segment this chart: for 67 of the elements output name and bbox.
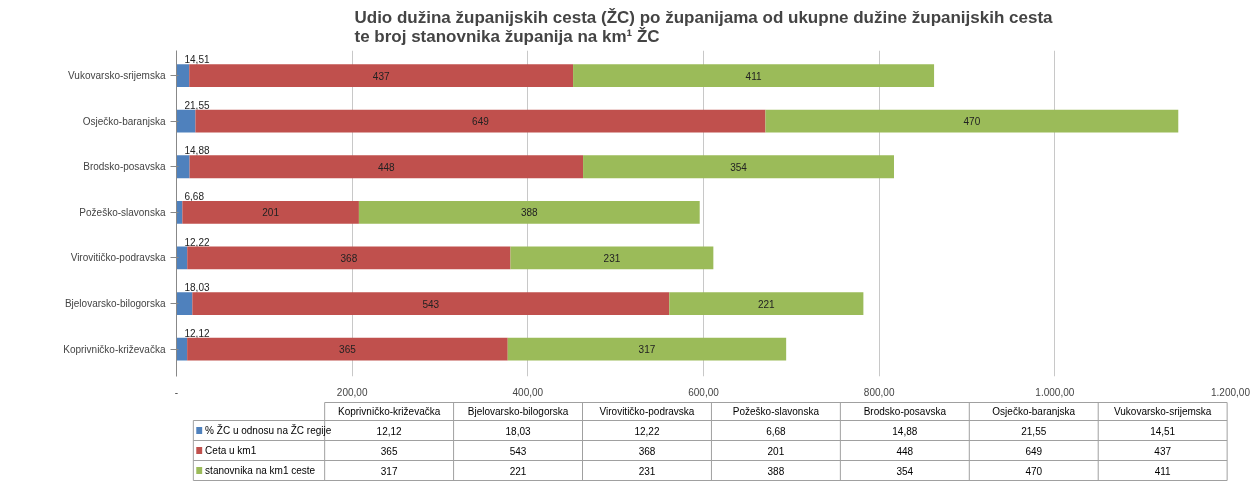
category-label: Osječko-baranjska [992, 406, 1076, 417]
text: 368 [638, 445, 656, 457]
data-label: 221 [757, 298, 776, 310]
data-label: 365 [339, 344, 357, 356]
text: 221 [509, 465, 527, 477]
x-tick-label: 600,00 [688, 386, 720, 398]
chart-title: Udio dužina županijskih cesta (ŽC) po županijama od ukupne dužine županijskih cesta te broj stanovnika županija na km¹ ŽC [354, 7, 1054, 46]
category-label: Vukovarsko-srijemska [1113, 406, 1212, 417]
text: 543 [509, 445, 527, 457]
legend-label: Ceta u km1 [205, 445, 257, 456]
data-label: 437 [372, 70, 390, 82]
data-label: 411 [745, 70, 762, 82]
x-tick-label: 1.200,00 [1211, 386, 1251, 398]
data-label: 12,22 [184, 236, 210, 248]
data-label: 14,51 [184, 54, 210, 66]
text: 411 [1154, 465, 1171, 477]
data-label: 18,03 [184, 282, 210, 294]
text: 14,51 [1150, 425, 1176, 437]
text: 437 [1154, 445, 1172, 457]
y-tick-label: Osječko-baranjska [82, 115, 166, 127]
text: 18,03 [505, 425, 531, 437]
y-tick-label: Brodsko-posavska [83, 161, 166, 173]
y-tick-label: Virovitičko-podravska [70, 252, 166, 264]
x-tick-label: 400,00 [512, 386, 544, 398]
data-label: 317 [638, 344, 656, 356]
data-label: 6,68 [184, 191, 205, 203]
y-tick-label: Požeško-slavonska [79, 206, 166, 218]
y-tick-label: Vukovarsko-srijemska [68, 70, 166, 82]
category-label: Brodsko-posavska [863, 406, 946, 417]
x-tick-label: - [174, 386, 179, 398]
x-tick-label: 200,00 [336, 386, 368, 398]
text: 231 [638, 465, 656, 477]
text: 388 [767, 465, 785, 477]
text: 354 [896, 465, 914, 477]
data-label: 21,55 [184, 99, 210, 111]
data-label: 231 [603, 252, 621, 264]
x-tick-label: 1.000,00 [1035, 386, 1075, 398]
data-label: 201 [262, 207, 280, 219]
category-label: Požeško-slavonska [732, 406, 819, 417]
data-label: 543 [422, 298, 440, 310]
y-tick-label: Bjelovarsko-bilogorska [64, 298, 166, 310]
data-label: 649 [472, 116, 490, 128]
legend-label: % ŽC u odnosu na ŽC regije [205, 424, 332, 436]
category-label: Virovitičko-podravska [599, 406, 695, 417]
text: 6,68 [766, 425, 786, 437]
data-label: 368 [340, 252, 358, 264]
text: 14,88 [892, 425, 918, 437]
text: 649 [1025, 445, 1043, 457]
text: 470 [1025, 465, 1043, 477]
data-label: 354 [730, 161, 748, 173]
data-label: 14,88 [184, 145, 210, 157]
category-label: Koprivničko-križevačka [338, 406, 441, 417]
text: 448 [896, 445, 914, 457]
text: 317 [380, 465, 398, 477]
data-label: 448 [377, 161, 396, 173]
category-label: Bjelovarsko-bilogorska [467, 406, 569, 417]
text: 12,22 [634, 425, 660, 437]
text: 201 [767, 445, 785, 457]
data-label: 12,12 [184, 327, 210, 339]
text: 12,12 [376, 425, 402, 437]
y-tick-label: Koprivničko-križevačka [63, 343, 166, 355]
data-label: 388 [520, 207, 539, 219]
x-tick-label: 800,00 [863, 386, 895, 398]
text: 21,55 [1021, 425, 1047, 437]
text: 365 [380, 445, 398, 457]
data-label: 470 [963, 116, 981, 128]
legend-label: stanovnika na km1 ceste [205, 465, 316, 476]
